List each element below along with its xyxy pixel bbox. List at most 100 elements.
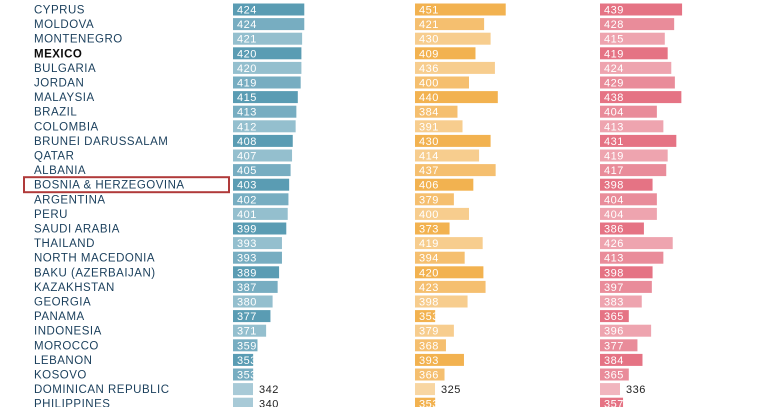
- bar-value-label: 383: [604, 297, 624, 309]
- bar-value-label: 398: [604, 180, 624, 192]
- bar: [415, 383, 435, 396]
- category-label: SAUDI ARABIA: [34, 224, 120, 236]
- bar-value-label: 342: [259, 384, 279, 396]
- category-label: GEORGIA: [34, 297, 91, 309]
- bar-value-label: 424: [604, 63, 624, 75]
- category-label: BULGARIA: [34, 63, 96, 75]
- bar: [233, 368, 254, 381]
- bar-value-label: 340: [259, 399, 279, 407]
- bar: [600, 266, 653, 279]
- bar-value-label: 389: [237, 267, 257, 279]
- bar-value-label: 400: [419, 209, 439, 221]
- bar-value-label: 414: [419, 151, 439, 163]
- bar-value-label: 366: [419, 370, 439, 382]
- bar: [415, 32, 491, 45]
- bar-value-label: 413: [604, 253, 624, 265]
- bar: [415, 222, 450, 235]
- category-label: MALAYSIA: [34, 92, 95, 104]
- category-label: MONTENEGRO: [34, 34, 123, 46]
- bar: [233, 310, 271, 323]
- bar: [415, 61, 495, 74]
- bar-value-label: 373: [419, 224, 439, 236]
- category-label: BRUNEI DARUSSALAM: [34, 136, 168, 148]
- bar: [415, 310, 436, 323]
- bar-value-label: 421: [419, 19, 439, 31]
- category-label: INDONESIA: [34, 326, 102, 338]
- bar: [415, 3, 506, 16]
- category-label: MOROCCO: [34, 340, 99, 352]
- bar-value-label: 413: [237, 107, 257, 119]
- bar-value-label: 437: [419, 165, 439, 177]
- bar: [233, 353, 254, 366]
- bar: [233, 339, 258, 352]
- bar-value-label: 398: [419, 297, 439, 309]
- bar: [600, 383, 620, 396]
- bar-value-label: 404: [604, 107, 624, 119]
- bar: [233, 237, 282, 250]
- bar: [233, 280, 278, 293]
- bar-value-label: 421: [237, 34, 257, 46]
- bar: [600, 18, 675, 31]
- bar-value-label: 408: [237, 136, 257, 148]
- bar-value-label: 419: [604, 151, 624, 163]
- category-label: NORTH MACEDONIA: [34, 253, 155, 265]
- category-label: ARGENTINA: [34, 194, 106, 206]
- category-label: KAZAKHSTAN: [34, 282, 115, 294]
- bar: [415, 178, 474, 191]
- bar-value-label: 397: [604, 282, 624, 294]
- bar: [415, 120, 463, 133]
- bar: [415, 207, 469, 220]
- bar-value-label: 430: [419, 136, 439, 148]
- bar: [233, 207, 288, 220]
- bar-value-label: 426: [604, 238, 624, 250]
- bar-value-label: 353: [237, 355, 257, 367]
- bar-value-label: 420: [237, 48, 257, 60]
- bar: [600, 149, 668, 162]
- bar-value-label: 399: [237, 224, 257, 236]
- bar: [233, 164, 291, 177]
- bar: [600, 193, 657, 206]
- bar: [415, 47, 476, 60]
- bar-value-label: 438: [604, 92, 624, 104]
- bar-value-label: 429: [604, 78, 624, 90]
- bar: [600, 105, 657, 118]
- country-labels: CYPRUS MOLDOVA MONTENEGRO MEXICO BULGARIA JOR…: [34, 5, 184, 407]
- bar: [233, 18, 305, 31]
- bar-value-label: 377: [237, 311, 257, 323]
- bar: [600, 222, 644, 235]
- bar: [415, 105, 458, 118]
- bar-value-label: 409: [419, 48, 439, 60]
- bar-value-label: 391: [419, 121, 439, 133]
- category-label: JORDAN: [34, 78, 84, 90]
- bar-value-label: 419: [604, 48, 624, 60]
- category-label: COLOMBIA: [34, 121, 99, 133]
- category-label: BAKU (AZERBAIJAN): [34, 267, 156, 279]
- bar: [415, 134, 491, 147]
- bar: [233, 105, 297, 118]
- bar: [233, 397, 253, 407]
- bar: [600, 61, 672, 74]
- bar: [600, 368, 629, 381]
- bar: [415, 280, 486, 293]
- bar: [600, 178, 653, 191]
- bar: [415, 266, 484, 279]
- bar: [233, 324, 267, 337]
- bar-value-label: 430: [419, 34, 439, 46]
- bar-value-label: 396: [604, 326, 624, 338]
- bar-value-label: 402: [237, 194, 257, 206]
- bar: [415, 164, 496, 177]
- bar-value-label: 413: [604, 121, 624, 133]
- bar-value-label: 384: [419, 107, 439, 119]
- bar: [233, 266, 280, 279]
- bar-value-label: 386: [604, 224, 624, 236]
- bar: [415, 251, 465, 264]
- category-label: QATAR: [34, 151, 74, 163]
- bar-value-label: 368: [419, 340, 439, 352]
- bar-value-label: 428: [604, 19, 624, 31]
- bar-value-label: 415: [237, 92, 257, 104]
- bar: [415, 76, 469, 89]
- bar: [600, 280, 652, 293]
- bar-value-label: 353: [419, 399, 439, 407]
- bar-value-label: 403: [237, 180, 257, 192]
- bar-value-label: 353: [419, 311, 439, 323]
